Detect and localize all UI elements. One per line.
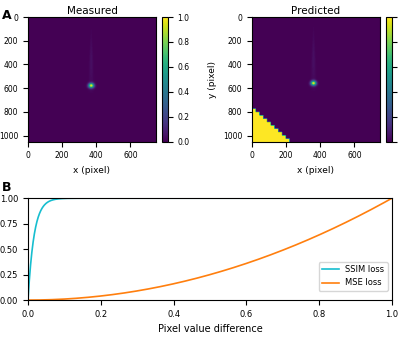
- Y-axis label: y (pixel): y (pixel): [208, 61, 217, 98]
- MSE loss: [379, 202, 384, 206]
- SSIM loss: [253, 196, 258, 200]
- MSE loss: [193, 277, 198, 281]
- X-axis label: x (pixel): x (pixel): [74, 166, 110, 175]
- MSE loss: [44, 298, 49, 302]
- MSE loss: [312, 235, 317, 239]
- X-axis label: Pixel value difference: Pixel value difference: [158, 324, 262, 335]
- SSIM loss: [44, 201, 49, 205]
- Text: A: A: [2, 9, 12, 21]
- Title: Measured: Measured: [66, 6, 118, 16]
- Line: MSE loss: MSE loss: [28, 198, 392, 300]
- SSIM loss: [193, 196, 198, 200]
- MSE loss: [390, 196, 394, 200]
- MSE loss: [379, 202, 384, 206]
- SSIM loss: [202, 196, 207, 200]
- SSIM loss: [379, 196, 384, 200]
- MSE loss: [26, 298, 30, 302]
- SSIM loss: [26, 298, 30, 302]
- Text: B: B: [2, 181, 12, 194]
- MSE loss: [202, 274, 207, 278]
- SSIM loss: [390, 196, 394, 200]
- SSIM loss: [379, 196, 384, 200]
- X-axis label: x (pixel): x (pixel): [298, 166, 334, 175]
- Title: Predicted: Predicted: [292, 6, 340, 16]
- Legend: SSIM loss, MSE loss: SSIM loss, MSE loss: [319, 262, 388, 291]
- SSIM loss: [312, 196, 317, 200]
- Line: SSIM loss: SSIM loss: [28, 198, 392, 300]
